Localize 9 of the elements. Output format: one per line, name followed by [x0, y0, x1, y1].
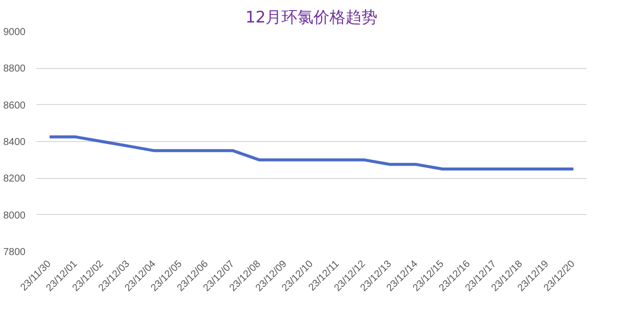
chart-title: 12月环氯价格趋势 — [245, 8, 378, 26]
line-series — [48, 135, 575, 170]
y-tick-label: 8400 — [3, 137, 26, 148]
y-tick-label: 8800 — [3, 64, 26, 75]
y-tick-label: 8200 — [3, 174, 26, 185]
y-tick-label: 9000 — [3, 27, 26, 38]
y-tick-label: 7800 — [3, 247, 26, 258]
y-tick-label: 8600 — [3, 100, 26, 112]
y-tick-label: 8000 — [3, 210, 26, 222]
